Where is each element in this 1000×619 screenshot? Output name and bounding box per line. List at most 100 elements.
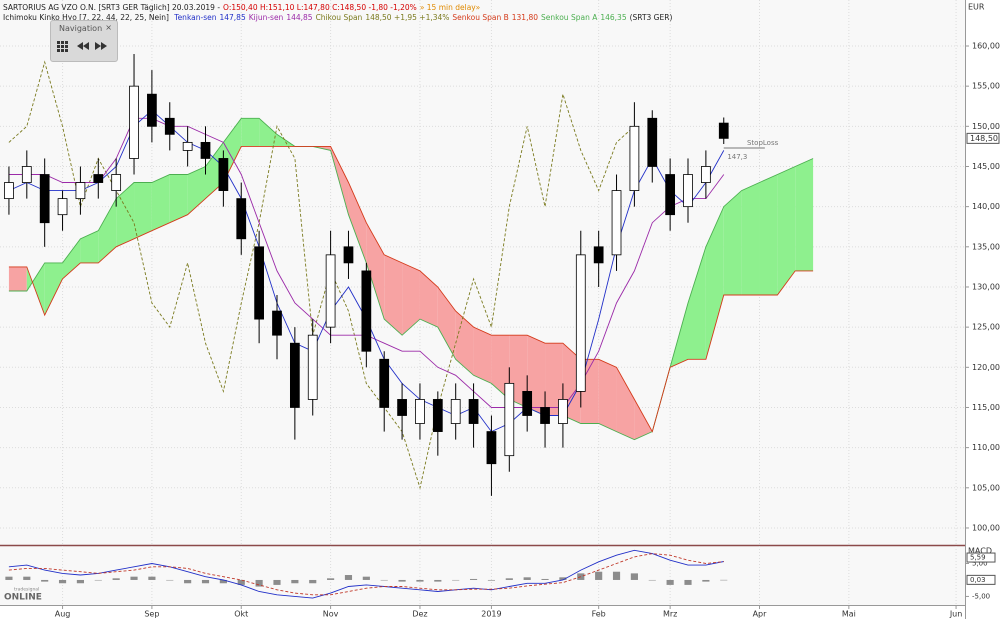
- histogram-bar: [398, 579, 406, 582]
- histogram-bar: [148, 576, 156, 580]
- legend-value: 146,35: [600, 13, 627, 22]
- histogram-bar: [541, 578, 549, 580]
- grid-icon[interactable]: [57, 41, 68, 52]
- candle-body: [432, 399, 443, 432]
- candle-body: [397, 399, 407, 416]
- series-line: [8, 549, 724, 599]
- legend-value: 144,85: [286, 13, 313, 22]
- candle-body: [415, 399, 425, 424]
- histogram-bar: [166, 579, 174, 581]
- value-label: 5,59: [970, 554, 986, 562]
- candle-body: [701, 166, 711, 183]
- last-price-box: [966, 132, 1000, 144]
- legend-name: Tenkan-sen: [174, 13, 217, 22]
- candle-body: [522, 391, 533, 416]
- cloud-fill: [598, 359, 617, 432]
- histogram-bar: [23, 576, 31, 580]
- y-tick-label: 160,00: [972, 41, 1000, 50]
- histogram-bar: [362, 576, 370, 580]
- candle-body: [182, 141, 193, 151]
- series-line: [8, 553, 724, 596]
- candle-body: [629, 125, 640, 191]
- candle-body: [683, 174, 693, 208]
- cloud-fill: [759, 174, 778, 296]
- navigation-icons: [57, 41, 107, 52]
- legend-name: Senkou Span A: [541, 13, 598, 22]
- x-tick-label: Aug: [55, 610, 71, 619]
- histogram-bar: [720, 579, 728, 581]
- histogram-bar: [184, 579, 192, 584]
- header-delay: » 15 min delay»: [419, 3, 481, 12]
- candle-body: [611, 190, 622, 256]
- candle-body: [504, 382, 515, 457]
- cloud-fill: [705, 206, 724, 360]
- x-tick-label: Nov: [323, 610, 339, 619]
- cloud-fill: [169, 174, 188, 223]
- header-title: SARTORIUS AG VZO O.N. [SRT3 GER Täglich]…: [3, 3, 221, 12]
- candle-body: [379, 358, 390, 408]
- cloud-fill: [634, 399, 653, 440]
- histogram-bar: [94, 579, 102, 581]
- candle-body: [450, 399, 461, 424]
- cloud-fill: [777, 166, 796, 296]
- histogram-bar: [309, 579, 317, 584]
- x-tick-label: Apr: [753, 610, 768, 619]
- cloud-fill: [473, 327, 492, 384]
- cloud-fill: [741, 182, 760, 296]
- candle-body: [307, 334, 318, 400]
- histogram-bar: [559, 577, 567, 580]
- histogram-bar: [344, 575, 353, 580]
- candle-body: [21, 166, 32, 183]
- candle-body: [575, 254, 586, 392]
- cloud-fill: [151, 174, 170, 231]
- candle-body: [39, 174, 50, 224]
- cloud-fill: [348, 182, 367, 263]
- last-price-label: 148,50: [970, 134, 998, 143]
- cloud-fill: [241, 118, 260, 147]
- cloud-fill: [723, 190, 742, 296]
- candle-body: [200, 141, 211, 159]
- logo-sub: tradesignal: [14, 587, 39, 593]
- back-icon[interactable]: [77, 42, 89, 50]
- candle-body: [164, 117, 175, 135]
- navigation-title: Navigation: [59, 24, 103, 33]
- candle-body: [289, 342, 300, 408]
- histogram-bar: [487, 579, 496, 581]
- cloud-fill: [98, 198, 117, 263]
- currency: EUR: [968, 3, 985, 12]
- cloud-fill: [419, 270, 438, 328]
- navigation-close[interactable]: ×: [105, 23, 112, 32]
- histogram-bar: [201, 579, 210, 584]
- candle-body: [468, 399, 479, 424]
- candle-body: [665, 174, 676, 216]
- x-tick-label: Sep: [144, 610, 159, 619]
- legend-name: Chikou Span: [315, 13, 363, 22]
- cloud-fill: [688, 246, 706, 360]
- histogram-bar: [505, 578, 513, 580]
- stop-loss-label: StopLoss: [747, 139, 779, 147]
- histogram-bar: [523, 577, 531, 580]
- macd-area: [0, 546, 965, 605]
- histogram-bar: [595, 571, 603, 580]
- cloud-fill: [366, 222, 385, 320]
- x-tick-label: Dez: [412, 610, 427, 619]
- y-tick-label: 130,00: [972, 282, 1000, 291]
- value-box: [966, 574, 996, 585]
- navigation-widget[interactable]: Navigation ×: [50, 20, 118, 62]
- legend-value: 147,85: [219, 13, 246, 22]
- header-quote: O:150,40 H:151,10 L:147,80 C:148,50 -1,8…: [223, 3, 417, 12]
- histogram-bar: [219, 579, 227, 584]
- y-tick-label: 145,00: [972, 162, 1000, 171]
- candle-body: [593, 246, 604, 264]
- candle-body: [147, 93, 157, 127]
- cloud-fill: [437, 286, 456, 360]
- candle-body: [343, 246, 354, 264]
- cloud-fill: [616, 367, 635, 440]
- forward-icon[interactable]: [95, 42, 107, 50]
- header-line-2: Ichimoku Kinko Hyo [7, 22, 44, 22, 25, N…: [3, 13, 675, 22]
- y-tick-label: 105,00: [972, 483, 1000, 492]
- cloud-fill: [259, 118, 277, 147]
